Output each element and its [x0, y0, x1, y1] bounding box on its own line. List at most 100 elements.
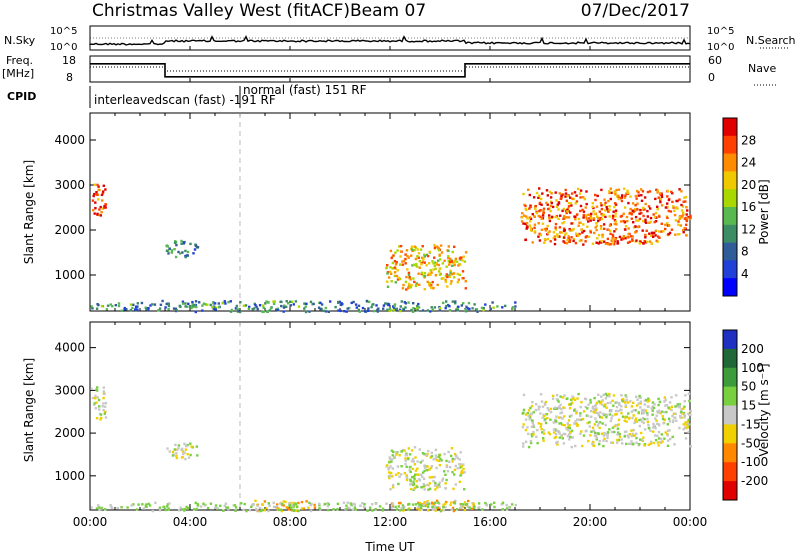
power-echo-cell	[680, 190, 683, 193]
velocity-echo-cell	[389, 465, 392, 468]
power-echo-cell	[559, 231, 562, 234]
power-echo-cell	[117, 302, 121, 305]
power-echo-cell	[580, 239, 583, 242]
power-echo-cell	[619, 215, 623, 218]
power-echo-cell	[247, 307, 251, 310]
velocity-echo-cell	[679, 415, 682, 418]
power-echo-cell	[194, 310, 197, 314]
power-echo-cell	[458, 257, 462, 260]
power-echo-cell	[396, 269, 399, 272]
velocity-echo-cell	[576, 418, 579, 421]
power-echo-cell	[545, 189, 549, 192]
velocity-echo-cell	[178, 509, 181, 512]
power-echo-cell	[187, 302, 190, 305]
power-echo-cell	[304, 305, 307, 308]
power-echo-cell	[670, 228, 674, 231]
velocity-echo-cell	[438, 506, 441, 509]
power-echo-cell	[201, 304, 204, 307]
power-echo-cell	[600, 188, 603, 192]
power-echo-cell	[433, 264, 436, 268]
power-echo-cell	[303, 307, 306, 310]
power-echo-cell	[429, 273, 432, 276]
power-echo-cell	[602, 213, 605, 216]
velocity-echo-cell	[658, 411, 661, 414]
power-echo-cell	[401, 263, 405, 266]
power-echo-cell	[590, 212, 593, 216]
power-echo-cell	[660, 204, 664, 207]
velocity-echo-cell	[595, 420, 598, 423]
power-echo-cell	[665, 215, 669, 218]
velocity-echo-cell	[478, 506, 481, 509]
velocity-echo-cell	[567, 419, 571, 422]
velocity-echo-cell	[390, 449, 394, 452]
velocity-echo-cell	[175, 456, 179, 460]
velocity-echo-cell	[535, 435, 538, 438]
velocity-echo-cell	[426, 500, 429, 503]
velocity-echo-cell	[539, 393, 543, 396]
velocity-echo-cell	[678, 406, 681, 409]
power-echo-cell	[667, 224, 671, 227]
velocity-echo-cell	[637, 402, 640, 405]
velocity-echo-cell	[676, 403, 679, 406]
power-echo-cell	[560, 231, 564, 234]
velocity-echo-cell	[675, 419, 678, 422]
power-echo-cell	[445, 273, 448, 276]
power-echo-cell	[389, 266, 392, 269]
power-echo-cell	[173, 241, 177, 244]
power-echo-cell	[317, 306, 321, 309]
velocity-echo-cell	[625, 398, 628, 402]
power-echo-cell	[614, 220, 618, 223]
velocity-echo-cell	[560, 408, 563, 411]
power-echo-cell	[412, 263, 416, 266]
velocity-echo-cell	[585, 414, 588, 417]
power-echo-cell	[529, 217, 533, 220]
velocity-echo-cell	[418, 508, 421, 512]
velocity-echo-cell	[300, 507, 304, 510]
velocity-echo-cell	[559, 422, 563, 425]
velocity-echo-cell	[628, 433, 632, 436]
velocity-echo-cell	[280, 509, 283, 513]
velocity-echo-cell	[445, 459, 448, 463]
velocity-echo-cell	[666, 429, 670, 432]
velocity-echo-cell	[353, 503, 357, 506]
power-echo-cell	[638, 217, 642, 221]
velocity-echo-cell	[678, 403, 681, 406]
velocity-echo-cell	[527, 432, 530, 436]
power-echo-cell	[619, 196, 622, 200]
power-echo-cell	[434, 261, 437, 264]
power-echo-cell	[400, 300, 403, 303]
velocity-echo-cell	[542, 439, 545, 442]
velocity-echo-cell	[493, 501, 496, 504]
power-echo-cell	[546, 237, 549, 241]
power-echo-cell	[544, 229, 548, 232]
velocity-echo-cell	[462, 467, 465, 471]
power-echo-cell	[664, 206, 668, 209]
velocity-echo-cell	[342, 501, 346, 504]
power-echo-cell	[194, 300, 198, 303]
power-echo-cell	[680, 203, 683, 207]
power-echo-cell	[538, 239, 542, 242]
velocity-echo-cell	[538, 405, 541, 409]
power-echo-cell	[390, 280, 393, 283]
power-echo-cell	[645, 221, 648, 224]
power-echo-cell	[644, 202, 647, 206]
velocity-echo-cell	[623, 435, 626, 438]
velocity-echo-cell	[135, 508, 139, 511]
velocity-echo-cell	[97, 398, 101, 402]
power-echo-cell	[581, 231, 584, 234]
velocity-echo-cell	[646, 420, 649, 424]
power-echo-cell	[546, 194, 549, 197]
power-echo-cell	[630, 213, 633, 216]
power-echo-cell	[547, 207, 550, 211]
velocity-echo-cell	[195, 507, 199, 511]
velocity-echo-cell	[615, 405, 619, 409]
power-echo-cell	[217, 306, 221, 309]
velocity-echo-cell	[96, 396, 99, 399]
velocity-echo-cell	[608, 413, 612, 416]
power-echo-cell	[527, 188, 530, 191]
power-echo-cell	[180, 239, 183, 243]
velocity-echo-cell	[529, 406, 532, 410]
power-colorbar-tick-label: 28	[741, 133, 756, 147]
velocity-echo-cell	[561, 417, 564, 420]
